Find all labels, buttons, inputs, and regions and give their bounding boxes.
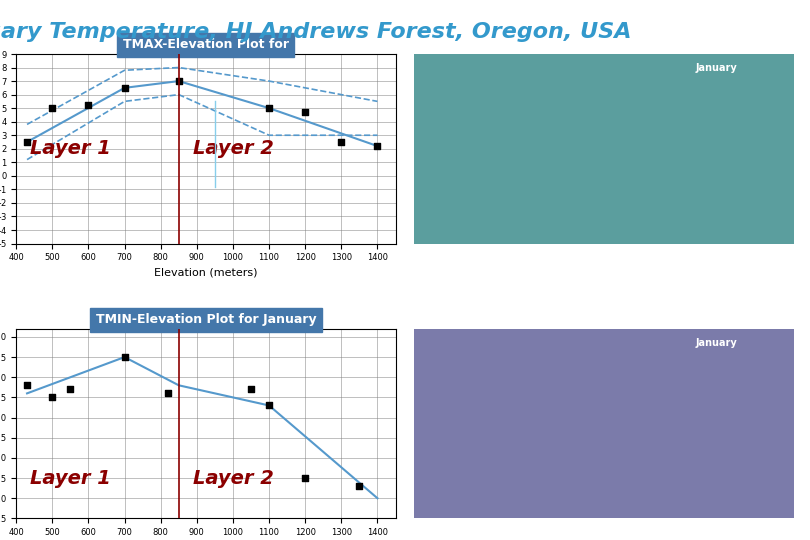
Text: 1971-2000 January Temperature, HJ Andrews Forest, Oregon, USA: 1971-2000 January Temperature, HJ Andrew… <box>0 22 632 42</box>
Point <box>20 138 33 146</box>
Point <box>64 385 77 394</box>
Text: Layer 2: Layer 2 <box>193 469 274 488</box>
Point <box>46 104 59 112</box>
Point <box>173 77 185 85</box>
Point <box>262 401 275 410</box>
Point <box>118 84 131 92</box>
Text: January: January <box>695 64 737 73</box>
Text: Layer 1: Layer 1 <box>30 469 111 488</box>
Text: January: January <box>695 339 737 348</box>
Point <box>299 108 312 117</box>
Point <box>245 385 258 394</box>
Point <box>161 389 174 397</box>
Point <box>353 482 366 490</box>
Text: Layer 1: Layer 1 <box>30 139 111 158</box>
Point <box>371 141 384 150</box>
X-axis label: Elevation (meters): Elevation (meters) <box>154 268 258 278</box>
Point <box>46 393 59 402</box>
Point <box>262 104 275 112</box>
Point <box>82 101 95 110</box>
Point <box>299 474 312 482</box>
Title: TMAX-Elevation Plot for: TMAX-Elevation Plot for <box>123 38 289 51</box>
Point <box>118 353 131 361</box>
Text: Layer 2: Layer 2 <box>193 139 274 158</box>
Point <box>20 381 33 390</box>
Point <box>335 138 347 146</box>
Title: TMIN-Elevation Plot for January: TMIN-Elevation Plot for January <box>96 313 316 326</box>
